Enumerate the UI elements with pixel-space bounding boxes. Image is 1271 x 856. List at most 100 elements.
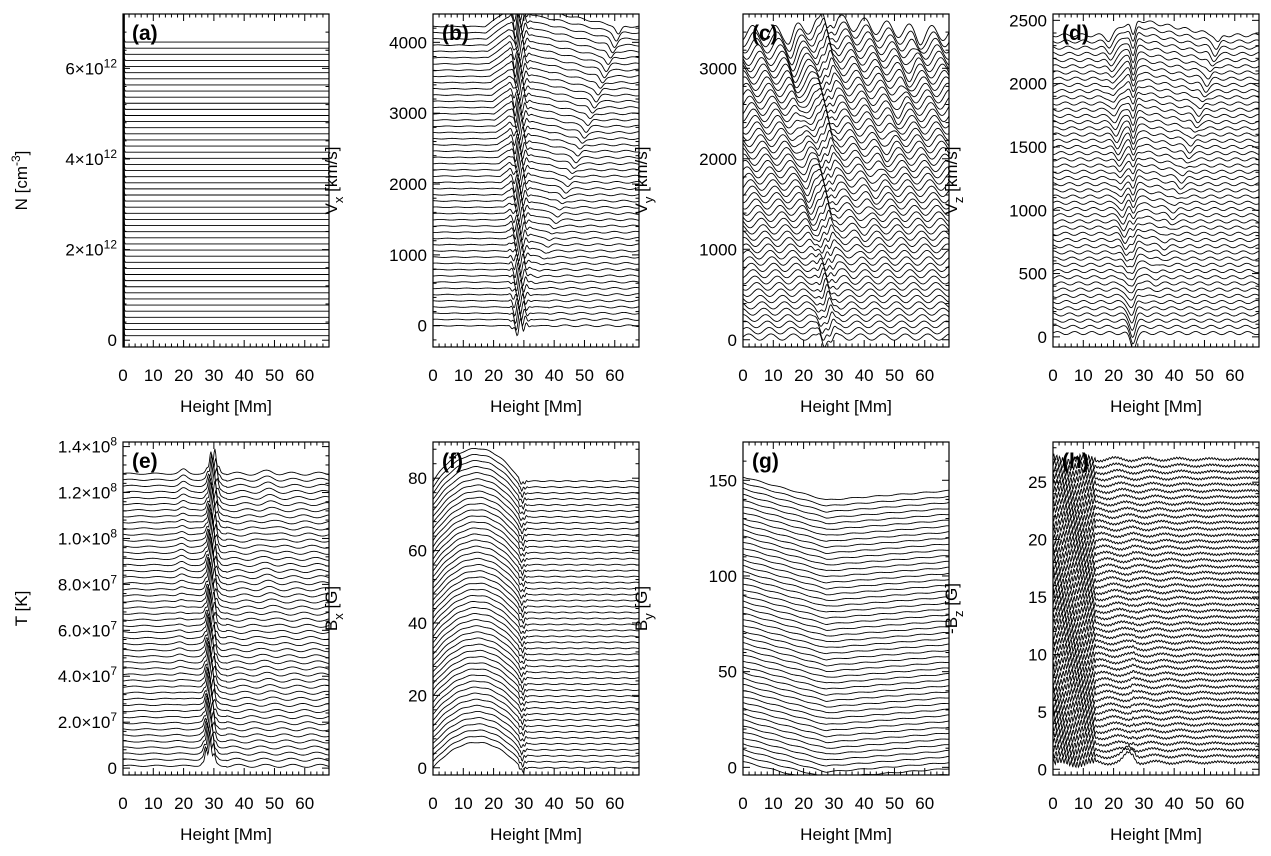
series-line (123, 116, 329, 129)
x-tick-label: 20 (1104, 366, 1123, 385)
series-a (123, 14, 329, 347)
series-line (743, 748, 949, 773)
x-tick-label: 60 (295, 794, 314, 813)
x-tick-label: 40 (1165, 794, 1184, 813)
series-line (743, 224, 949, 243)
series-line (743, 666, 949, 690)
y-tick-label: 0 (1038, 760, 1047, 779)
series-line (433, 723, 639, 756)
series-line (123, 238, 329, 251)
series-line (433, 509, 639, 547)
series-line (433, 533, 639, 570)
series-line (743, 743, 949, 767)
series-line (123, 306, 329, 318)
y-tick-label: 2500 (1009, 11, 1047, 30)
series-line (433, 266, 639, 286)
series-e (123, 448, 329, 768)
series-line (1053, 71, 1259, 93)
series-line (1053, 169, 1259, 185)
series-line (123, 312, 329, 324)
series-line (1053, 750, 1259, 769)
series-line (433, 742, 639, 774)
series-line (433, 285, 639, 304)
series-line (123, 582, 329, 610)
series-line (123, 548, 329, 580)
series-line (1053, 630, 1259, 642)
plot-frame (122, 13, 330, 348)
panel-tag: (d) (1062, 22, 1089, 45)
series-line (743, 500, 949, 525)
series-line (433, 631, 639, 665)
series-line (433, 213, 639, 233)
x-tick-label: 40 (545, 794, 564, 813)
series-line (433, 118, 639, 144)
series-line (433, 292, 639, 309)
series-c (743, 14, 949, 347)
series-line (1053, 247, 1259, 262)
series-line (123, 599, 329, 628)
series-line (743, 518, 949, 542)
x-tick-label: 30 (514, 794, 533, 813)
y-tick-label: 3000 (699, 59, 737, 78)
x-tick-label: 10 (144, 794, 163, 813)
x-tick-label: 30 (824, 366, 843, 385)
series-line (433, 625, 639, 660)
series-line (743, 636, 949, 661)
series-line (433, 478, 639, 515)
x-tick-label: 40 (235, 366, 254, 385)
series-line (743, 297, 949, 313)
series-line (433, 496, 639, 535)
series-line (123, 684, 329, 713)
series-line (433, 278, 639, 298)
series-line (433, 637, 639, 671)
series-line (433, 19, 639, 54)
series-line (433, 305, 639, 325)
series-line (123, 31, 329, 43)
x-tick-label: 0 (738, 366, 747, 385)
series-line (433, 601, 639, 634)
y-tick-label: 60 (408, 542, 427, 561)
series-line (433, 237, 639, 258)
series-line (123, 49, 329, 61)
series-line (743, 104, 949, 130)
y-axis-label: T [K] (12, 591, 31, 627)
series-line (123, 606, 329, 634)
series-line (743, 725, 949, 749)
series-line (123, 165, 329, 178)
series-line (123, 251, 329, 263)
series-line (123, 708, 329, 738)
series-line (1053, 736, 1259, 750)
series-line (433, 668, 639, 702)
y-tick-label: 3000 (389, 104, 427, 123)
series-line (743, 98, 949, 126)
series-line (1053, 306, 1259, 324)
series-line (1053, 92, 1259, 110)
series-line (743, 261, 949, 273)
series-line (743, 254, 949, 266)
panel-tag: (a) (132, 22, 158, 45)
series-line (123, 534, 329, 561)
series-line (743, 278, 949, 293)
series-line (433, 191, 639, 213)
series-line (123, 55, 329, 68)
series-line (743, 696, 949, 719)
x-tick-label: 20 (794, 794, 813, 813)
y-tick-label: 1000 (1009, 201, 1047, 220)
x-axis-label: Height [Mm] (490, 397, 582, 416)
series-line (1053, 680, 1259, 694)
series-line (123, 489, 329, 519)
series-line (743, 683, 949, 708)
series-line (123, 480, 329, 507)
series-line (433, 729, 639, 762)
series-line (123, 646, 329, 677)
series-line (743, 173, 949, 197)
x-tick-label: 50 (1195, 794, 1214, 813)
y-tick-label: 500 (1019, 265, 1047, 284)
series-line (743, 109, 949, 135)
panel-b: 0 10 20 30 40 50 60 0 1000 2000 3000 4000 Height [Mm… (322, 13, 640, 416)
series-line (743, 57, 949, 89)
series-line (433, 698, 639, 731)
y-tick-label: 4×1012 (65, 147, 117, 169)
x-tick-label: 10 (764, 794, 783, 813)
